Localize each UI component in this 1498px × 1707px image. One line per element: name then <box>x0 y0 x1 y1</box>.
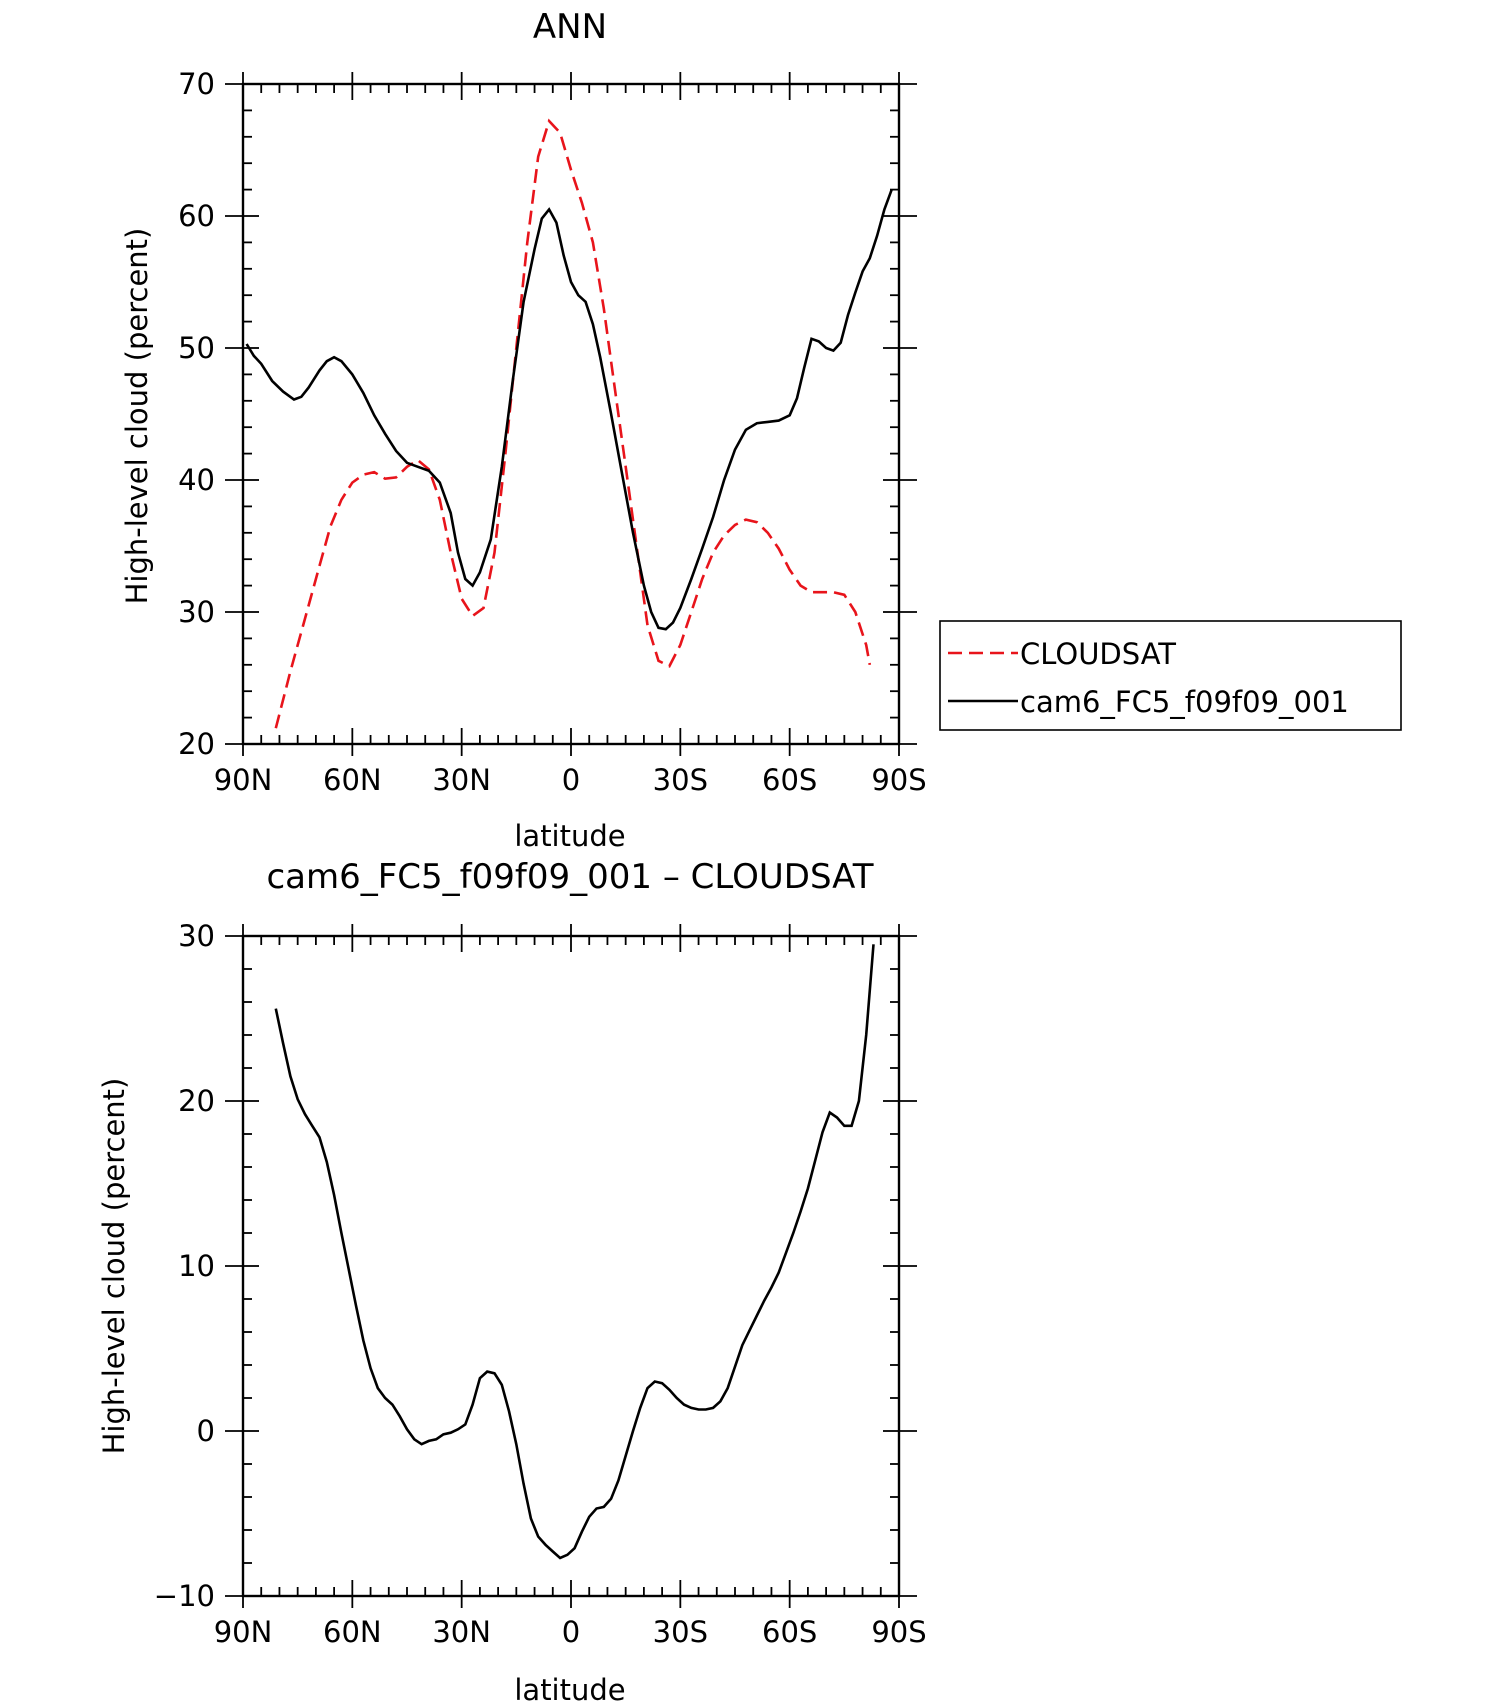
series-line-cam6 <box>245 189 893 631</box>
bottom-y-tick-label: 20 <box>178 1084 215 1118</box>
bottom-panel: cam6_FC5_f09f09_001 – CLOUDSAT −10 0 10 … <box>97 857 927 1707</box>
top-y-tick-label: 50 <box>178 331 215 365</box>
series-line-difference <box>274 944 875 1560</box>
bottom-x-tick-label: 30S <box>653 1615 708 1649</box>
legend-label-cam6: cam6_FC5_f09f09_001 <box>1020 685 1349 719</box>
bottom-axis-ticks <box>225 924 917 1608</box>
top-y-tick-label: 20 <box>178 727 215 761</box>
bottom-y-tick-labels: −10 0 10 20 30 <box>154 919 215 1613</box>
bottom-x-tick-label: 90N <box>214 1615 273 1649</box>
bottom-x-tick-label: 60N <box>323 1615 382 1649</box>
bottom-y-tick-label: 0 <box>197 1414 215 1448</box>
top-y-tick-label: 70 <box>178 67 215 101</box>
top-y-tick-label: 40 <box>178 463 215 497</box>
bottom-y-tick-label: 10 <box>178 1249 215 1283</box>
top-chart-title: ANN <box>533 7 607 47</box>
top-y-tick-label: 30 <box>178 595 215 629</box>
top-x-tick-label: 60N <box>323 763 382 797</box>
top-x-axis-label: latitude <box>514 819 625 853</box>
top-x-tick-label: 0 <box>562 763 580 797</box>
series-line-cloudsat <box>274 118 872 729</box>
top-x-tick-label: 30N <box>432 763 491 797</box>
legend: CLOUDSAT cam6_FC5_f09f09_001 <box>939 620 1402 731</box>
top-x-tick-label: 90S <box>871 763 926 797</box>
top-y-tick-label: 60 <box>178 199 215 233</box>
bottom-y-tick-label: 30 <box>178 919 215 953</box>
bottom-x-tick-label: 30N <box>432 1615 491 1649</box>
bottom-x-axis-label: latitude <box>514 1673 625 1707</box>
top-panel: ANN 20 30 40 50 60 70 90N 60N 30N 0 30S … <box>120 7 1402 853</box>
legend-label-cloudsat: CLOUDSAT <box>1020 637 1176 671</box>
top-plot-frame <box>241 82 901 746</box>
bottom-y-tick-label: −10 <box>154 1579 215 1613</box>
legend-box <box>939 620 1402 731</box>
top-x-tick-labels: 90N 60N 30N 0 30S 60S 90S <box>214 763 927 797</box>
top-x-tick-label: 30S <box>653 763 708 797</box>
top-y-axis-label: High-level cloud (percent) <box>120 228 154 605</box>
top-y-tick-labels: 20 30 40 50 60 70 <box>178 67 215 761</box>
bottom-plot-frame <box>241 934 901 1598</box>
bottom-x-tick-label: 90S <box>871 1615 926 1649</box>
bottom-x-tick-label: 60S <box>762 1615 817 1649</box>
bottom-x-tick-labels: 90N 60N 30N 0 30S 60S 90S <box>214 1615 927 1649</box>
top-x-tick-label: 90N <box>214 763 273 797</box>
top-x-tick-label: 60S <box>762 763 817 797</box>
top-axis-ticks <box>225 72 917 756</box>
bottom-y-axis-label: High-level cloud (percent) <box>97 1078 131 1455</box>
bottom-chart-title: cam6_FC5_f09f09_001 – CLOUDSAT <box>266 857 873 897</box>
bottom-x-tick-label: 0 <box>562 1615 580 1649</box>
